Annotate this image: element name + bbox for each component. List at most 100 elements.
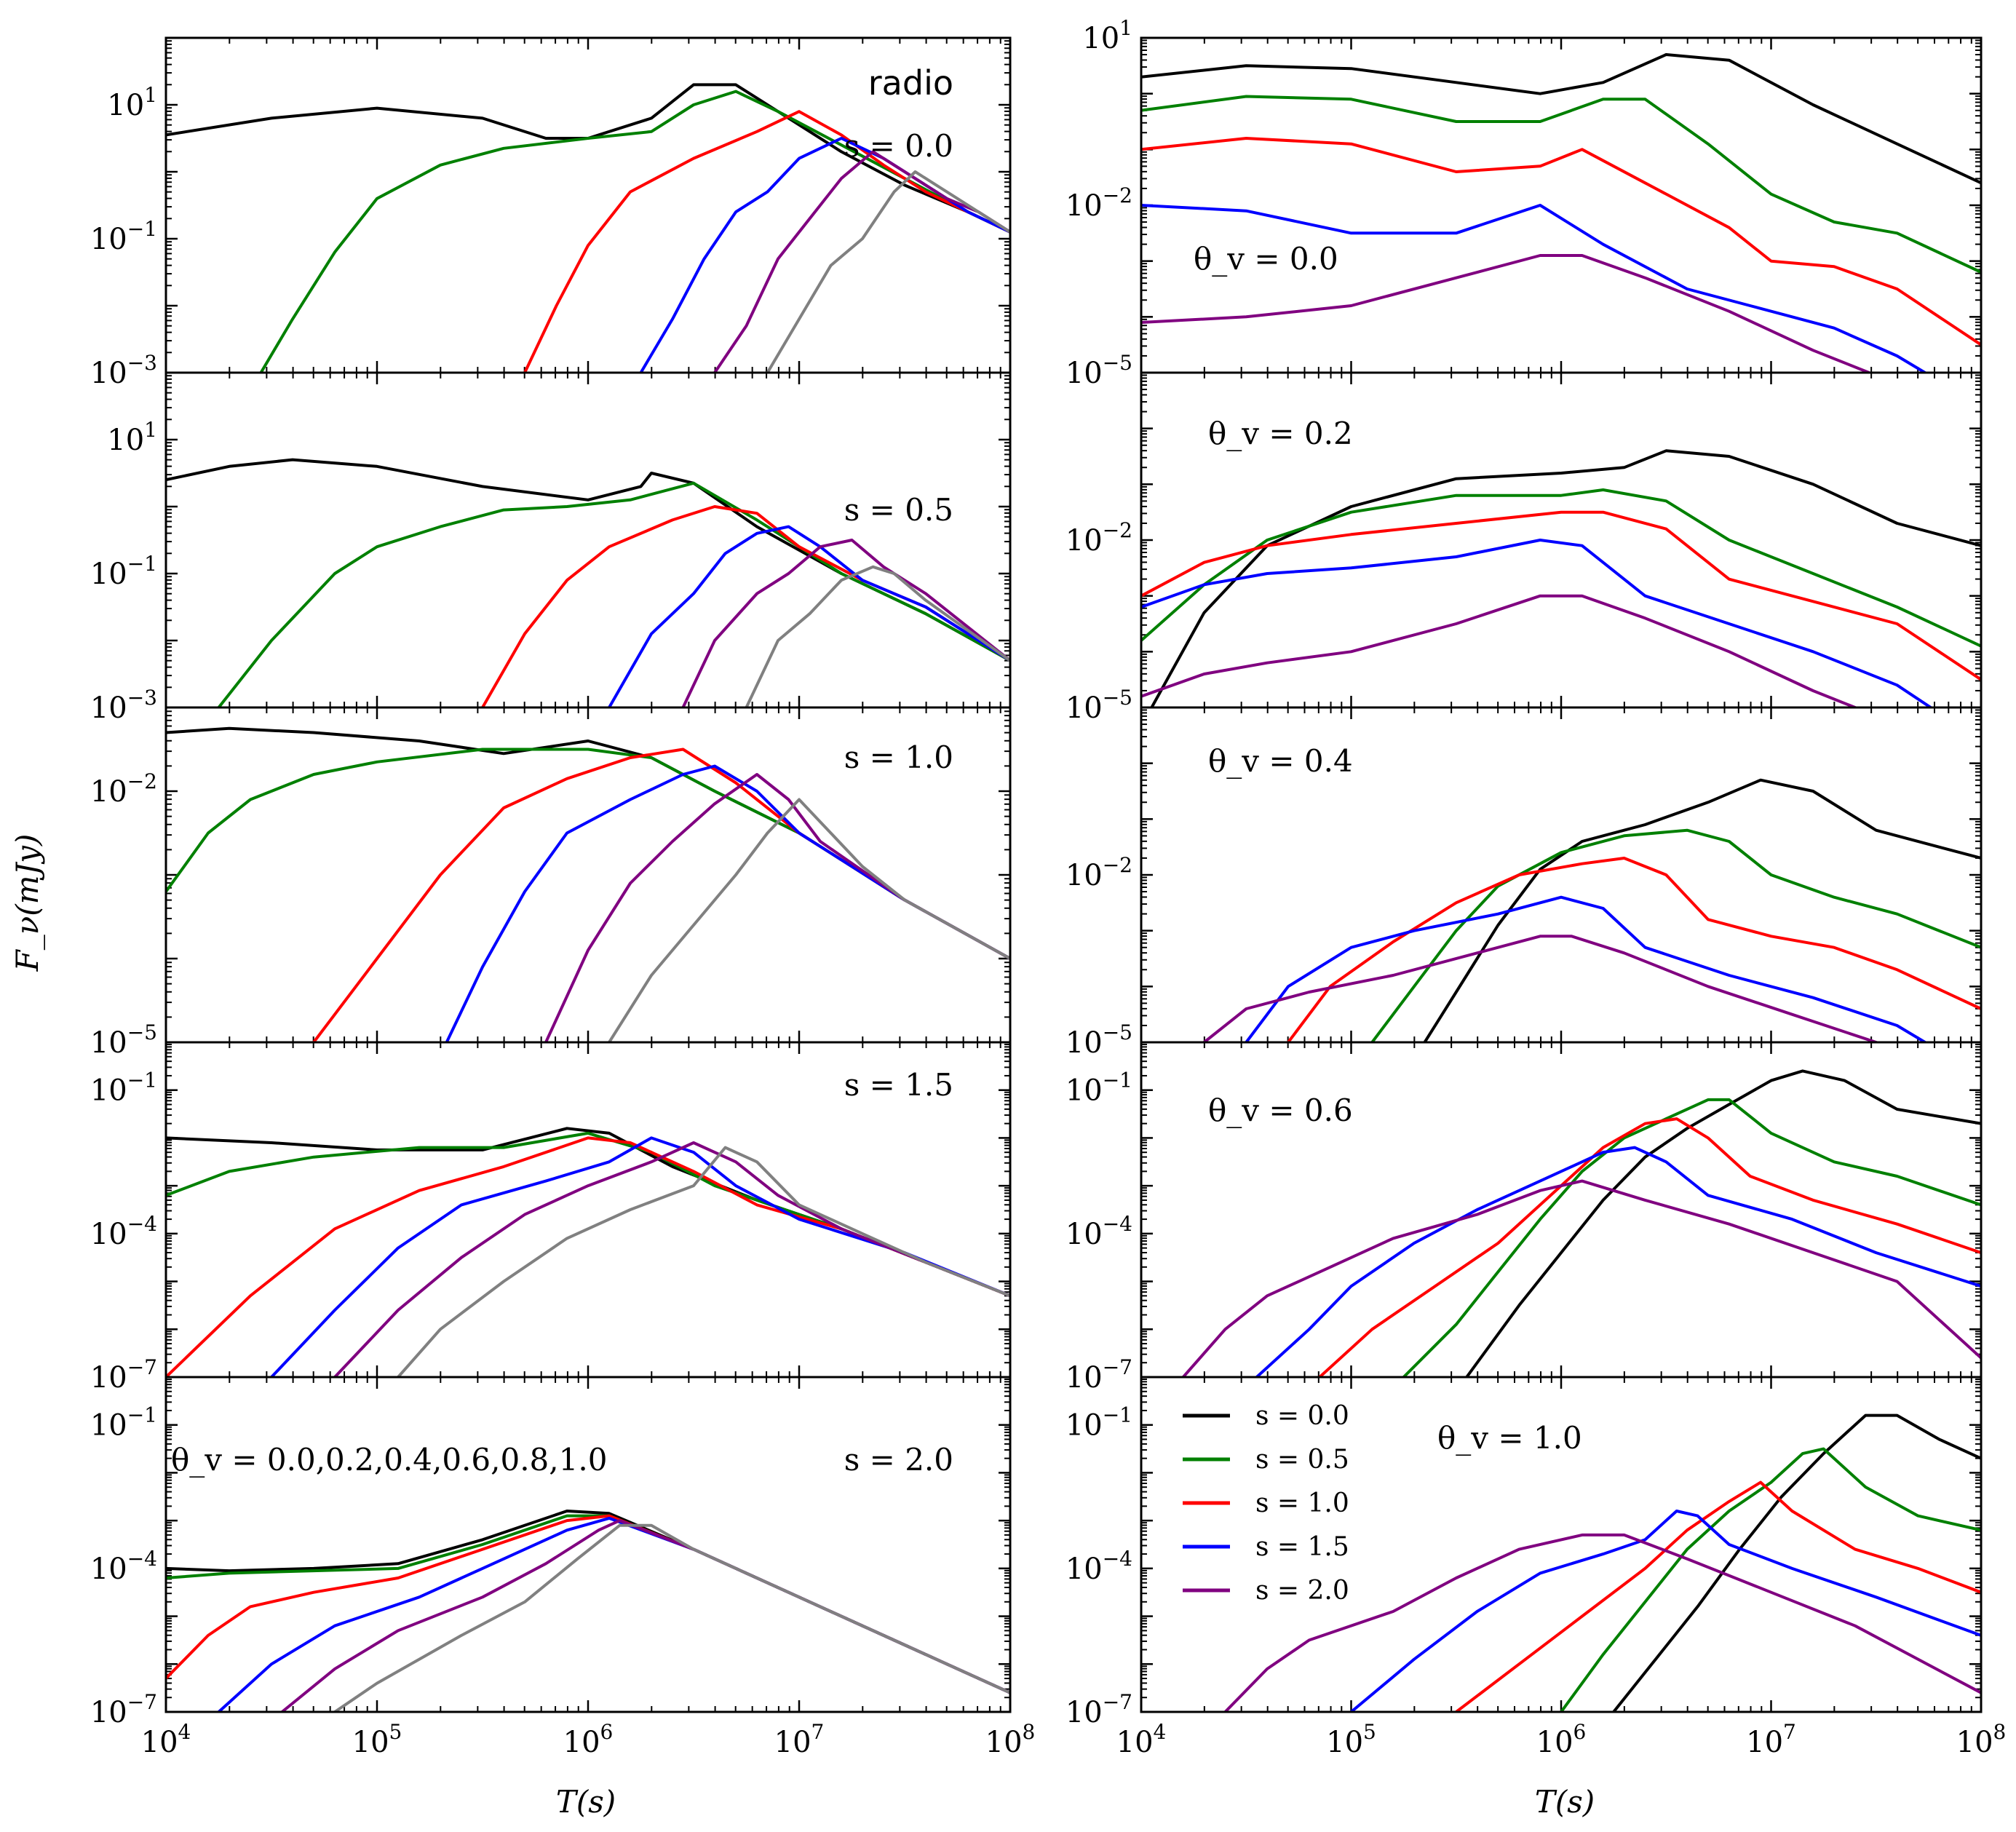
- y-tick-label: 10−1: [90, 217, 157, 256]
- panel-R5: 10−7 10−4 10−1 104 105 106 107 108: [1065, 1376, 2007, 1759]
- x-tick-label: 105: [352, 1720, 402, 1759]
- series-line-L1-0: [166, 83, 1010, 234]
- series-line-L2-4: [681, 539, 1010, 707]
- series-line-R3-0: [1423, 778, 1981, 1042]
- panel-label-theta06: θ_v = 0.6: [1208, 1093, 1353, 1128]
- series-line-L4-1: [166, 1131, 1010, 1298]
- series-line-L5-5: [333, 1523, 1010, 1712]
- y-tick-label: 10−4: [1065, 1212, 1132, 1251]
- y-tick-label: 10−7: [1065, 1355, 1132, 1395]
- series-line-R1-0: [1141, 53, 1981, 185]
- series-line-R4-4: [1181, 1179, 1981, 1377]
- panel-label-theta04: θ_v = 0.4: [1208, 743, 1353, 779]
- series-line-L2-3: [608, 525, 1010, 707]
- series-line-R3-4: [1202, 935, 1881, 1042]
- series-line-L1-3: [639, 137, 1010, 373]
- panel-label-s1: s = 1.0: [844, 739, 953, 775]
- y-tick-label: 10−4: [90, 1212, 157, 1251]
- x-tick-label: 108: [985, 1720, 1036, 1759]
- panel-label-theta1: θ_v = 1.0: [1437, 1420, 1582, 1456]
- series-line-L2-0: [166, 458, 1010, 662]
- y-tick-label: 10−1: [90, 1403, 157, 1443]
- series-line-R4-1: [1402, 1098, 1981, 1377]
- panel-R4: 10−7 10−4 10−1: [1065, 1041, 1983, 1395]
- y-tick-label: 10−1: [1065, 1403, 1132, 1443]
- panel-label-s05: s = 0.5: [844, 492, 953, 528]
- x-tick-label: 106: [563, 1720, 614, 1759]
- panel-L2: 10−3 10−1 101: [90, 371, 1012, 725]
- series-line-R5-4: [1223, 1533, 1981, 1712]
- series-line-R2-4: [1141, 594, 1860, 707]
- series-line-L3-2: [312, 748, 1010, 1042]
- y-tick-label: 10−2: [90, 769, 157, 809]
- y-tick-label: 10−2: [1065, 183, 1132, 223]
- series-line-L4-3: [270, 1136, 1010, 1377]
- x-axis-label-right: T(s): [1535, 1784, 1595, 1820]
- legend-label-s0: s = 0.0: [1255, 1401, 1349, 1431]
- x-tick-label: 107: [1746, 1720, 1796, 1759]
- x-tick-label: 106: [1536, 1720, 1587, 1759]
- series-line-R3-1: [1370, 828, 1981, 1042]
- series-line-L4-0: [166, 1127, 1010, 1298]
- series-line-L5-2: [166, 1514, 1010, 1694]
- series-line-L5-1: [166, 1514, 1010, 1694]
- series-line-R2-2: [1141, 510, 1981, 681]
- y-tick-label: 10−2: [1065, 853, 1132, 892]
- series-line-R5-3: [1349, 1510, 1981, 1712]
- y-tick-label: 10−5: [1065, 686, 1132, 725]
- series-line-L2-5: [745, 565, 1010, 707]
- series-line-R5-1: [1560, 1447, 1981, 1712]
- series-line-R1-3: [1141, 204, 1928, 373]
- series-line-L1-4: [713, 150, 1010, 373]
- series-line-R1-1: [1141, 95, 1981, 274]
- y-tick-label: 10−5: [1065, 1020, 1132, 1060]
- series-line-L4-4: [333, 1141, 1010, 1377]
- series-line-R3-3: [1245, 895, 1928, 1042]
- panel-label-s0: s = 0.0: [844, 128, 953, 164]
- series-line-L3-5: [608, 798, 1010, 1042]
- panel-R3: 10−5 10−2: [1065, 706, 1983, 1060]
- series-line-R4-3: [1255, 1146, 1981, 1377]
- panel-R1: 10−5 10−2 101: [1065, 16, 1983, 390]
- legend: s = 0.0 s = 0.5 s = 1.0 s = 1.5 s = 2.0: [1183, 1401, 1349, 1606]
- panel-label-s2: s = 2.0: [844, 1442, 953, 1478]
- series-line-L3-3: [445, 764, 1010, 1042]
- panel-frame: [164, 371, 1012, 709]
- radio-label: radio: [868, 63, 953, 103]
- y-tick-label: 10−7: [1065, 1690, 1132, 1729]
- panel-frame: [1140, 1376, 1983, 1713]
- legend-label-s2: s = 2.0: [1255, 1576, 1349, 1606]
- y-tick-label: 10−5: [90, 1020, 157, 1060]
- y-tick-label: 10−7: [90, 1690, 157, 1729]
- series-line-R4-2: [1318, 1117, 1981, 1377]
- y-tick-label: 10−2: [1065, 518, 1132, 558]
- panel-L5: 10−7 10−4 10−1 104 105 106 107 108: [90, 1376, 1036, 1759]
- series-line-L3-1: [166, 748, 1010, 960]
- legend-label-s1: s = 1.0: [1255, 1488, 1349, 1518]
- y-tick-label: 10−1: [90, 1068, 157, 1108]
- series-line-L4-2: [166, 1136, 1010, 1377]
- series-line-R2-0: [1150, 449, 1981, 707]
- y-tick-label: 10−5: [1065, 351, 1132, 390]
- series-line-L2-1: [217, 481, 1010, 707]
- series-line-R3-2: [1287, 857, 1981, 1042]
- x-tick-label: 107: [774, 1720, 825, 1759]
- series-line-R4-0: [1465, 1069, 1981, 1377]
- x-tick-label: 108: [1956, 1720, 2007, 1759]
- theta-list-note: θ_v = 0.0,0.2,0.4,0.6,0.8,1.0: [171, 1442, 607, 1478]
- series-line-L3-4: [544, 773, 1010, 1042]
- series-line-R1-4: [1141, 254, 1873, 373]
- series-line-L1-2: [523, 110, 1010, 373]
- series-line-L4-5: [397, 1146, 1010, 1377]
- panel-frame: [164, 1376, 1012, 1713]
- y-tick-label: 10−7: [90, 1355, 157, 1395]
- y-tick-label: 101: [1082, 16, 1132, 55]
- y-tick-label: 10−3: [90, 351, 157, 390]
- series-line-R5-2: [1454, 1480, 1981, 1712]
- x-tick-label: 105: [1326, 1720, 1376, 1759]
- legend-label-s15: s = 1.5: [1255, 1532, 1349, 1562]
- chart-panels: 10−310−110110−310−110110−510−210−710−410…: [90, 16, 2007, 1759]
- y-tick-label: 101: [107, 418, 157, 457]
- series-line-L5-3: [217, 1516, 1010, 1712]
- series-line-L1-5: [766, 170, 1010, 373]
